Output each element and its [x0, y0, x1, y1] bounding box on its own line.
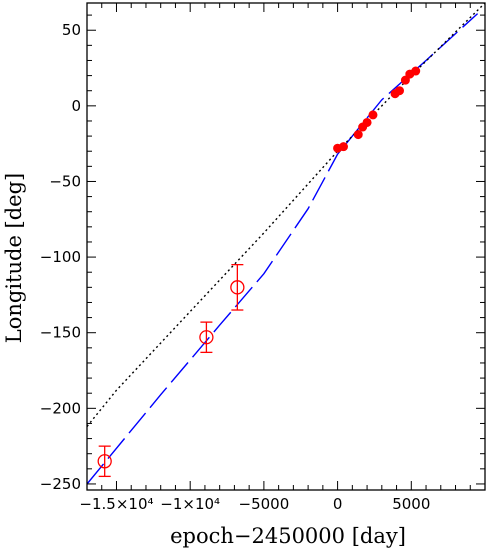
x-axis-label: epoch−2450000 [day] — [170, 524, 406, 548]
y-tick-label: −50 — [49, 172, 81, 190]
open-data-point — [97, 454, 112, 469]
plot-lines — [86, 2, 486, 485]
data-point — [395, 86, 405, 96]
x-tick-label: −1.5×10⁴ — [79, 495, 153, 513]
model-dotted-line — [86, 2, 486, 427]
y-axis-label: Longitude [deg] — [2, 173, 26, 343]
y-tick-label: −100 — [40, 248, 81, 266]
data-point — [353, 130, 363, 140]
x-tick-label: −1×10⁴ — [160, 495, 220, 513]
plot-frame — [86, 2, 486, 491]
y-tick-label: 50 — [62, 21, 81, 39]
x-tick-label: 0 — [333, 495, 343, 513]
plot-marks — [97, 66, 421, 478]
y-tick-label: 0 — [71, 97, 81, 115]
data-point — [338, 142, 348, 152]
ticks: −1.5×10⁴ −1×10⁴ −5000 0 5000 50 0 −50 −100 −150 −2… — [40, 3, 486, 513]
data-point — [362, 117, 372, 127]
y-tick-label: −150 — [40, 324, 81, 342]
x-tick-label: 5000 — [392, 495, 430, 513]
data-point — [411, 66, 421, 76]
y-tick-label: −200 — [40, 399, 81, 417]
y-tick-label: −250 — [40, 475, 81, 493]
open-data-point — [199, 330, 214, 345]
data-point — [400, 75, 410, 85]
data-point — [368, 110, 378, 120]
open-data-point — [230, 280, 245, 295]
model-dashed-line — [86, 13, 479, 485]
x-tick-label: −5000 — [239, 495, 290, 513]
